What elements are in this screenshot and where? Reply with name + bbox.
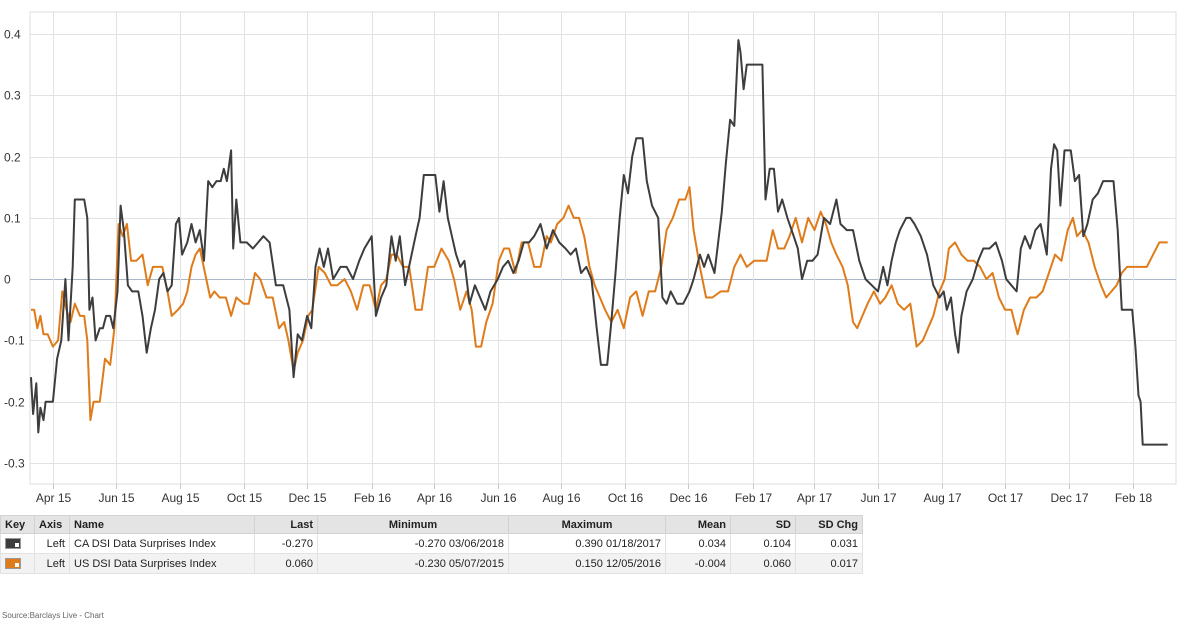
y-tick-label: 0.2 bbox=[4, 151, 21, 165]
legend-axis: Left bbox=[34, 533, 70, 554]
header-key[interactable]: Key bbox=[0, 515, 35, 534]
legend-minimum: -0.230 05/07/2015 bbox=[317, 553, 509, 574]
legend-sd-chg: 0.031 bbox=[795, 533, 863, 554]
x-tick-label: Aug 15 bbox=[161, 491, 199, 505]
x-tick-label: Jun 17 bbox=[860, 491, 896, 505]
legend-maximum: 0.390 01/18/2017 bbox=[508, 533, 666, 554]
x-axis-tick-labels: Apr 15 Jun 15 Aug 15 Oct 15 Dec 15 Feb 16 Apr … bbox=[36, 491, 1153, 505]
header-minimum[interactable]: Minimum bbox=[317, 515, 509, 534]
series-line-ca bbox=[30, 39, 1168, 446]
legend-series-name: US DSI Data Surprises Index bbox=[69, 553, 255, 574]
x-tick-label: Jun 15 bbox=[98, 491, 134, 505]
series-line-us bbox=[31, 186, 1168, 422]
y-axis-tick-labels: 0.4 0.3 0.2 0.1 0 -0.1 -0.2 -0.3 bbox=[4, 28, 25, 471]
legend-axis: Left bbox=[34, 553, 70, 574]
line-chart: 0.4 0.3 0.2 0.1 0 -0.1 -0.2 -0.3 Apr 15 Jun 15 Au… bbox=[4, 11, 1177, 505]
x-tick-label: Dec 17 bbox=[1050, 491, 1088, 505]
header-name[interactable]: Name bbox=[69, 515, 255, 534]
y-tick-label: 0.3 bbox=[4, 89, 21, 103]
y-tick-label: -0.2 bbox=[4, 396, 25, 410]
legend-header-row: Key Axis Name Last Minimum Maximum Mean … bbox=[0, 515, 863, 534]
legend-row-us[interactable]: Left US DSI Data Surprises Index 0.060 -… bbox=[0, 553, 863, 574]
legend-key-swatch-us[interactable] bbox=[0, 553, 35, 574]
y-tick-label: 0.1 bbox=[4, 212, 21, 226]
legend-maximum: 0.150 12/05/2016 bbox=[508, 553, 666, 574]
legend-row-ca[interactable]: Left CA DSI Data Surprises Index -0.270 … bbox=[0, 533, 863, 554]
legend-sd: 0.104 bbox=[730, 533, 796, 554]
x-tick-label: Feb 16 bbox=[354, 491, 392, 505]
x-tick-label: Feb 17 bbox=[735, 491, 773, 505]
y-tick-label: -0.1 bbox=[4, 334, 25, 348]
plot-area-border bbox=[29, 11, 1177, 485]
x-tick-label: Aug 16 bbox=[542, 491, 580, 505]
x-tick-label: Dec 15 bbox=[288, 491, 326, 505]
gridlines bbox=[29, 11, 1177, 489]
x-tick-label: Oct 17 bbox=[988, 491, 1024, 505]
y-tick-label: 0.4 bbox=[4, 28, 21, 42]
legend-sd: 0.060 bbox=[730, 553, 796, 574]
legend-minimum: -0.270 03/06/2018 bbox=[317, 533, 509, 554]
y-tick-label: 0 bbox=[4, 273, 11, 287]
x-tick-label: Apr 17 bbox=[797, 491, 833, 505]
header-sd[interactable]: SD bbox=[730, 515, 796, 534]
legend-table: Key Axis Name Last Minimum Maximum Mean … bbox=[0, 515, 863, 574]
header-sd-chg[interactable]: SD Chg bbox=[795, 515, 863, 534]
legend-mean: -0.004 bbox=[665, 553, 731, 574]
x-tick-label: Apr 16 bbox=[417, 491, 453, 505]
x-tick-label: Oct 15 bbox=[227, 491, 263, 505]
source-note: Source:Barclays Live - Chart bbox=[2, 611, 104, 620]
header-mean[interactable]: Mean bbox=[665, 515, 731, 534]
swatch-dark bbox=[5, 538, 21, 550]
x-tick-label: Oct 16 bbox=[608, 491, 644, 505]
x-tick-label: Aug 17 bbox=[923, 491, 961, 505]
series-lines bbox=[30, 39, 1168, 446]
x-tick-label: Jun 16 bbox=[480, 491, 516, 505]
x-tick-label: Apr 15 bbox=[36, 491, 72, 505]
legend-last: -0.270 bbox=[254, 533, 318, 554]
legend-key-swatch-ca[interactable] bbox=[0, 533, 35, 554]
legend-mean: 0.034 bbox=[665, 533, 731, 554]
legend-series-name: CA DSI Data Surprises Index bbox=[69, 533, 255, 554]
x-tick-label: Feb 18 bbox=[1115, 491, 1153, 505]
header-last[interactable]: Last bbox=[254, 515, 318, 534]
header-axis[interactable]: Axis bbox=[34, 515, 70, 534]
legend-sd-chg: 0.017 bbox=[795, 553, 863, 574]
swatch-orange bbox=[5, 558, 21, 570]
x-tick-label: Dec 16 bbox=[669, 491, 707, 505]
y-tick-label: -0.3 bbox=[4, 457, 25, 471]
legend-last: 0.060 bbox=[254, 553, 318, 574]
header-maximum[interactable]: Maximum bbox=[508, 515, 666, 534]
